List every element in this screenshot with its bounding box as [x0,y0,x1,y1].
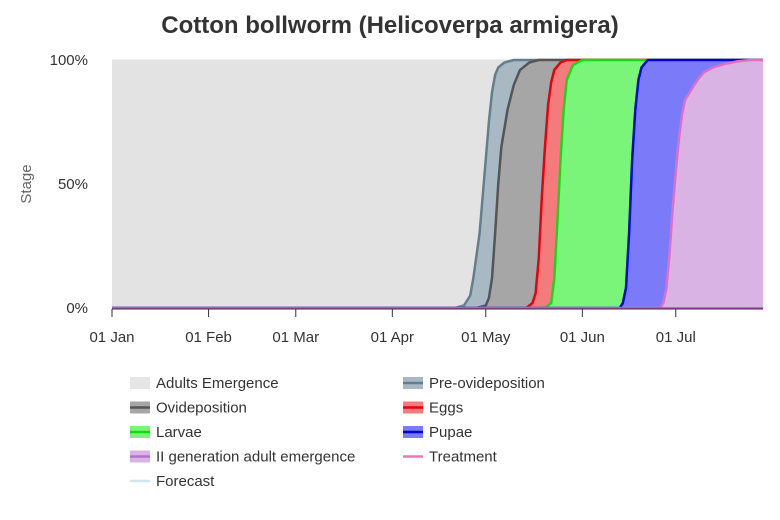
x-tick-label: 01 Jan [89,329,134,346]
series-line-pre-ovideposition [112,58,763,310]
legend-item[interactable]: Ovideposition [130,400,247,417]
chart-title: Cotton bollworm (Helicoverpa armigera) [161,12,618,39]
legend-label: Ovideposition [156,400,247,417]
legend-item[interactable]: Pre-ovideposition [403,375,545,392]
y-axis-label: Stage [18,164,35,203]
y-axis: 0% 50% 100% [50,52,88,317]
y-tick-label: 100% [50,52,88,69]
x-tick-label: 01 Apr [371,329,414,346]
legend-item[interactable]: Adults Emergence [130,375,279,392]
x-tick-label: 01 Mar [272,329,319,346]
legend-label: Adults Emergence [156,375,279,392]
legend-label: Pre-ovideposition [429,375,545,392]
legend-label: Larvae [156,424,202,441]
series-line-ii-generation-adult-emergence [112,58,763,310]
y-tick-label: 0% [66,300,88,317]
legend-label: Forecast [156,473,215,490]
series-area-ii-generation-adult-emergence [112,60,763,308]
legend-item[interactable]: II generation adult emergence [130,449,355,466]
legend-label: Pupae [429,424,472,441]
series-line-eggs [112,58,763,310]
legend-item[interactable]: Treatment [403,449,498,466]
legend: Adults Emergence Pre-ovideposition Ovidepo… [130,375,545,490]
legend-item[interactable]: Pupae [403,424,472,441]
legend-item[interactable]: Forecast [130,473,215,490]
x-tick-label: 01 Feb [185,329,232,346]
series-area-larvae [112,60,763,308]
series-line-ovideposition [112,58,763,310]
y-tick-label: 50% [58,176,88,193]
x-tick-label: 01 May [461,329,511,346]
plot-area [112,58,763,310]
x-tick-label: 01 Jun [560,329,605,346]
legend-label: Treatment [429,449,498,466]
x-tick-label: 01 Jul [656,329,696,346]
legend-label: Eggs [429,400,463,417]
series-line-larvae [112,58,763,310]
series-line-pupae [112,58,763,310]
legend-item[interactable]: Larvae [130,424,202,441]
x-axis: 01 Jan 01 Feb 01 Mar 01 Apr 01 May 01 Jun 01 J… [89,308,763,346]
legend-label: II generation adult emergence [156,449,355,466]
legend-item[interactable]: Eggs [403,400,463,417]
